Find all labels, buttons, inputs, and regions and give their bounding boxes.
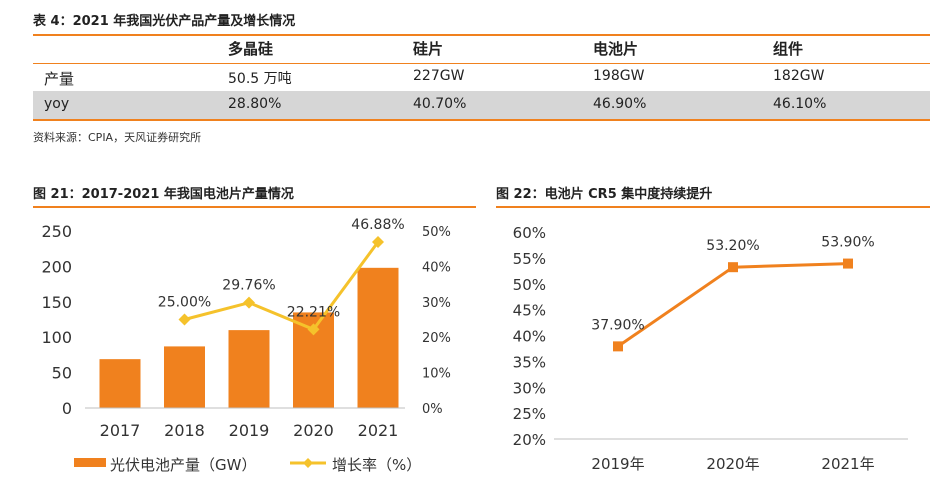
x-tick-label: 2021	[358, 421, 399, 440]
chart22-title-rule	[496, 206, 930, 208]
bar	[164, 346, 205, 408]
cr5-data-label: 37.90%	[591, 317, 644, 333]
y-tick-label: 45%	[513, 302, 546, 320]
y-tick-label: 50%	[513, 276, 546, 294]
table-bottom-rule	[33, 119, 930, 121]
growth-data-label: 22.21%	[287, 304, 340, 320]
cr5-point	[613, 341, 623, 352]
left-tick-label: 200	[41, 257, 72, 276]
growth-point	[372, 236, 384, 249]
table-top-rule	[33, 34, 930, 36]
table-source: 资料来源：CPIA，天风证券研究所	[33, 131, 202, 144]
right-tick-label: 0%	[422, 402, 443, 417]
cr5-point	[728, 262, 738, 273]
x-tick-label: 2020	[293, 421, 334, 440]
growth-point	[243, 296, 255, 309]
x-tick-label: 2020年	[706, 455, 759, 473]
growth-series-line	[184, 241, 380, 332]
table-cell-row2-label: yoy	[44, 96, 70, 112]
table-cell: 46.90%	[593, 96, 647, 112]
table-cell: 50.5 万吨	[228, 71, 292, 87]
table-row-shaded	[33, 91, 930, 119]
table-cell: 28.80%	[228, 96, 282, 112]
y-tick-label: 60%	[513, 224, 546, 242]
bar	[99, 359, 141, 408]
x-tick-label: 2018	[164, 421, 205, 440]
table-cell: 182GW	[773, 68, 825, 84]
left-tick-label: 250	[41, 222, 72, 241]
right-tick-label: 30%	[422, 296, 451, 311]
left-tick-label: 0	[62, 399, 72, 418]
right-tick-label: 50%	[422, 225, 451, 240]
growth-point	[178, 313, 191, 326]
cr5-series-line	[617, 262, 849, 348]
right-tick-label: 20%	[422, 331, 451, 346]
x-tick-label: 2021年	[821, 455, 874, 473]
table-header-col4: 组件	[773, 40, 804, 58]
cr5-data-label: 53.20%	[706, 238, 759, 254]
y-tick-label: 40%	[513, 328, 546, 346]
y-tick-label: 25%	[513, 405, 546, 423]
table-cell: 227GW	[413, 68, 465, 84]
legend-line-label: 增长率（%）	[332, 456, 422, 474]
table-cell: 40.70%	[413, 96, 467, 112]
right-tick-label: 40%	[422, 260, 451, 275]
bar	[357, 267, 399, 408]
x-tick-label: 2019年	[591, 455, 644, 473]
left-tick-label: 50	[52, 364, 72, 383]
table-header-col3: 电池片	[593, 40, 639, 58]
chart21-title: 图 21：2017-2021 年我国电池片产量情况	[33, 187, 294, 202]
y-tick-label: 55%	[513, 250, 546, 268]
table-title: 表 4：2021 年我国光伏产品产量及增长情况	[33, 14, 296, 29]
table-cell: 198GW	[593, 68, 645, 84]
left-tick-label: 100	[41, 328, 72, 347]
growth-data-label: 25.00%	[158, 295, 211, 311]
chart21-title-rule	[33, 206, 476, 208]
growth-point	[307, 323, 320, 336]
table-cell-row1-label: 产量	[44, 70, 75, 88]
legend-line-swatch	[290, 458, 326, 468]
left-tick-label: 150	[41, 293, 72, 312]
table-header-rule	[33, 63, 930, 64]
chart22-plot: 20% 25% 30% 35% 40% 45% 50% 55% 60% 2019年 2020年 202…	[513, 224, 908, 473]
table-cell: 46.10%	[773, 96, 827, 112]
right-tick-label: 10%	[422, 367, 451, 382]
y-tick-label: 30%	[513, 379, 546, 397]
y-tick-label: 35%	[513, 353, 546, 371]
growth-data-label: 29.76%	[222, 278, 275, 294]
table-header-col1: 多晶硅	[228, 40, 274, 58]
bar	[228, 330, 270, 408]
cr5-data-label: 53.90%	[821, 235, 874, 251]
legend-bar-swatch	[74, 458, 106, 467]
chart22-title: 图 22：电池片 CR5 集中度持续提升	[496, 187, 713, 202]
table-header-col2: 硅片	[413, 40, 444, 58]
x-tick-label: 2019	[229, 421, 270, 440]
legend-bar-label: 光伏电池产量（GW）	[110, 456, 257, 474]
y-tick-label: 20%	[513, 431, 546, 449]
x-tick-label: 2017	[100, 421, 141, 440]
growth-data-label: 46.88%	[351, 217, 404, 233]
cr5-point	[843, 258, 853, 269]
chart21-plot: 25.00% 29.76% 22.21% 46.88% 0 50 100 150 200 250…	[41, 217, 451, 440]
